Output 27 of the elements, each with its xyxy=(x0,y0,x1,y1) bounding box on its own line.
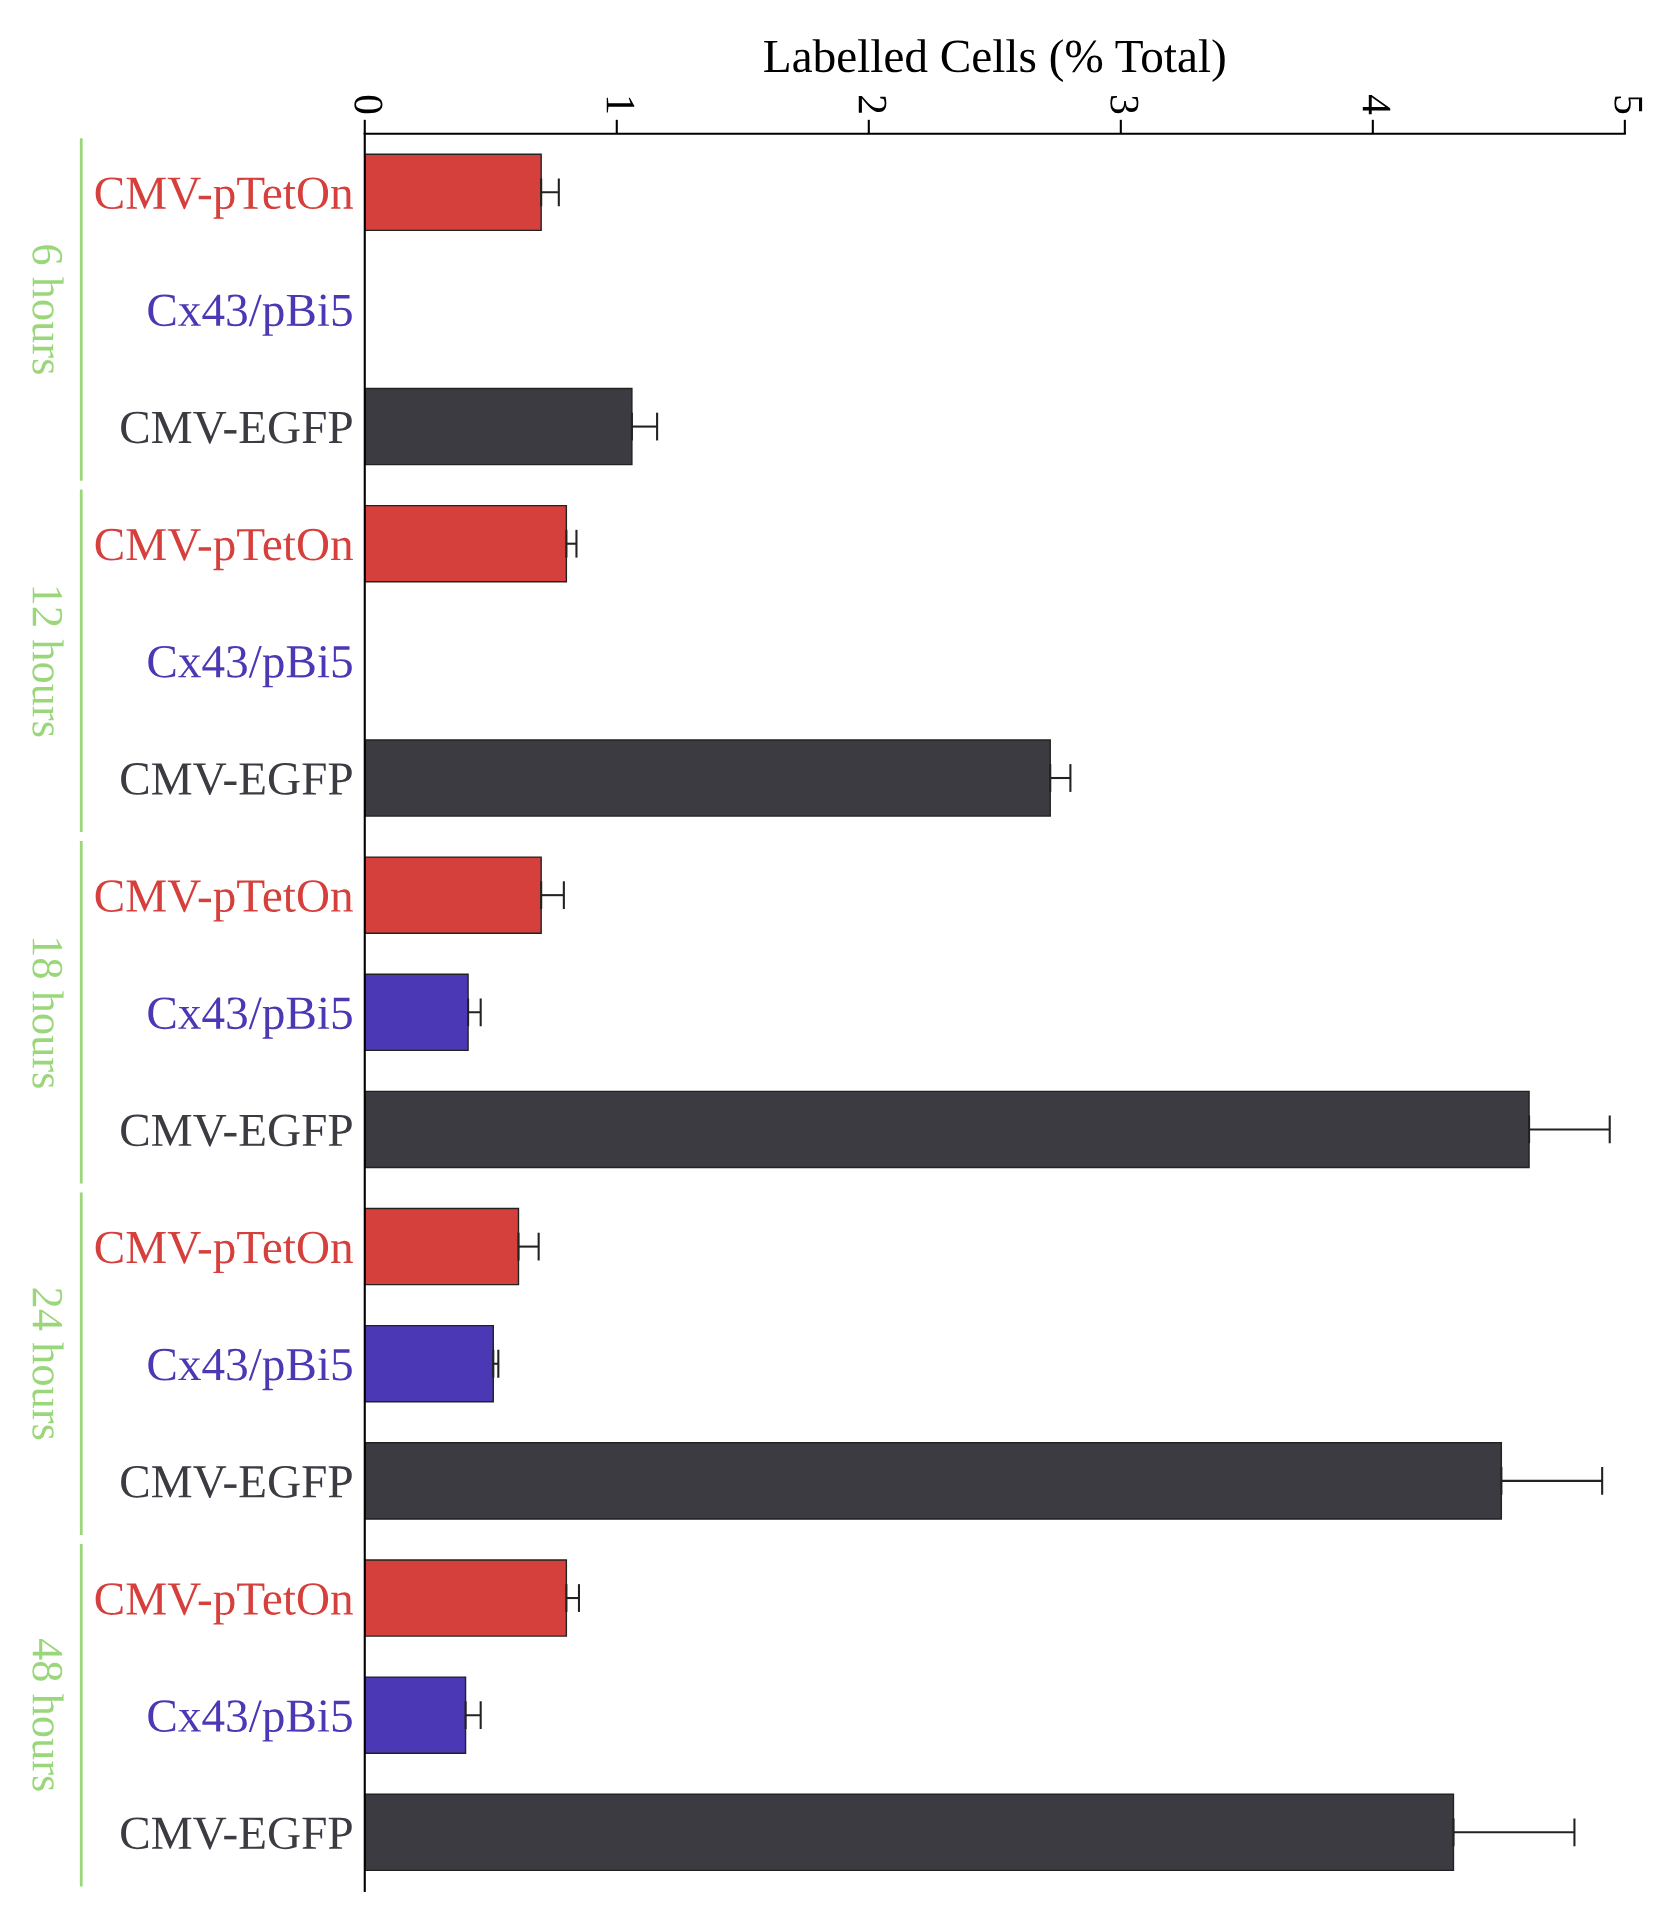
y-tick-label: Cx43/pBi5 xyxy=(148,1700,352,1742)
x-tick-label: 5 xyxy=(1614,96,1643,114)
x-tick-label: 2 xyxy=(858,95,887,113)
text: 12 hours xyxy=(32,587,64,737)
y-tick-label: CMV-pTetOn xyxy=(95,528,353,571)
y-tick-label: CMV-pTetOn xyxy=(95,1231,353,1274)
y-tick-label: CMV-EGFP xyxy=(121,411,352,444)
x-axis-title: Labelled Cells (% Total) xyxy=(764,39,1225,82)
y-tick-label: CMV-EGFP xyxy=(121,1817,352,1850)
y-tick-label: CMV-EGFP xyxy=(121,763,352,796)
y-tick-label: CMV-pTetOn xyxy=(95,1583,353,1625)
y-tick-label: Cx43/pBi5 xyxy=(148,294,352,336)
x-tick-label: 0 xyxy=(354,95,383,114)
x-tick-label: 1 xyxy=(606,97,635,113)
x-tick-label: 3 xyxy=(1110,96,1139,114)
y-tick-label: Cx43/pBi5 xyxy=(148,645,352,688)
y-tick-label: CMV-EGFP xyxy=(121,1114,352,1147)
x-tick-label: 4 xyxy=(1362,94,1391,115)
text: 6 hours xyxy=(32,245,64,374)
text: 18 hours xyxy=(32,939,64,1088)
y-tick-label: Cx43/pBi5 xyxy=(148,1348,352,1391)
y-tick-label: Cx43/pBi5 xyxy=(148,997,352,1039)
text: 48 hours xyxy=(32,1638,64,1791)
text: 24 hours xyxy=(32,1288,64,1440)
y-tick-label: CMV-EGFP xyxy=(121,1466,352,1498)
y-tick-label: CMV-pTetOn xyxy=(95,880,353,922)
y-tick-label: CMV-pTetOn xyxy=(95,177,353,219)
